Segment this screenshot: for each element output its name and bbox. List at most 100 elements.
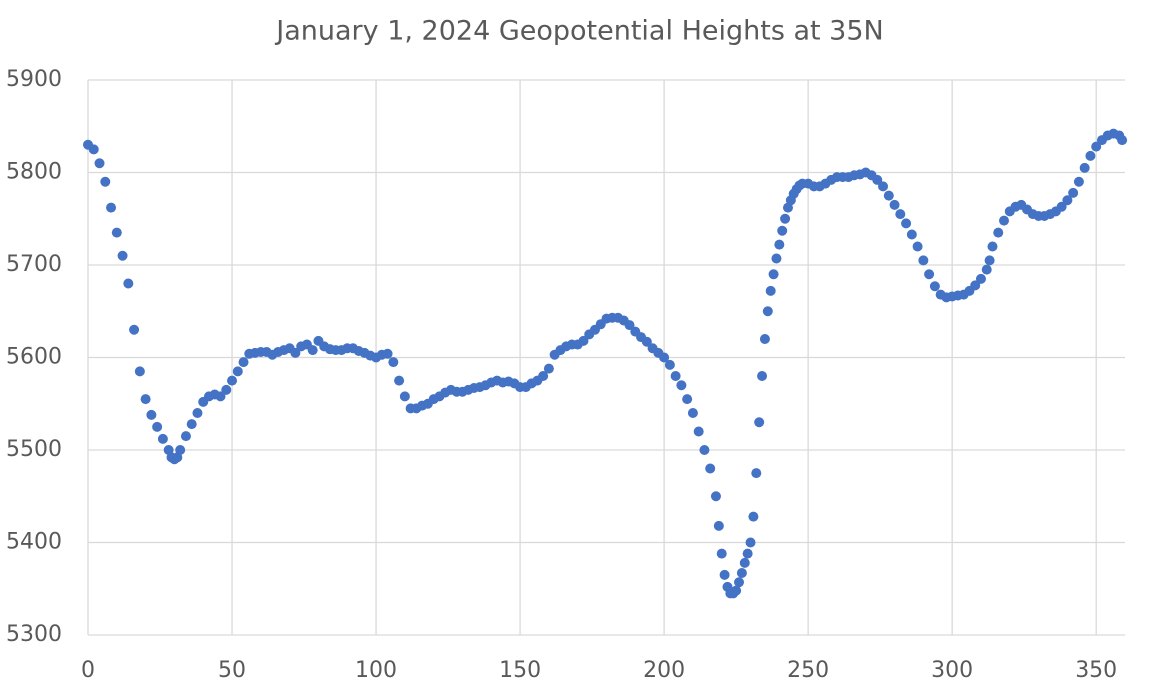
x-tick-label: 250 bbox=[787, 658, 829, 683]
data-point bbox=[929, 281, 940, 292]
data-point bbox=[754, 417, 765, 428]
data-point bbox=[771, 253, 782, 264]
data-point bbox=[106, 202, 117, 213]
data-point bbox=[716, 548, 727, 559]
data-point bbox=[290, 347, 301, 358]
data-point bbox=[676, 380, 687, 391]
x-tick-label: 50 bbox=[218, 658, 246, 683]
data-point bbox=[180, 431, 191, 442]
data-point bbox=[129, 324, 140, 335]
data-point bbox=[987, 241, 998, 252]
data-point bbox=[664, 359, 675, 370]
data-point bbox=[924, 269, 935, 280]
x-tick-label: 0 bbox=[81, 658, 95, 683]
data-point bbox=[157, 433, 168, 444]
data-point bbox=[878, 181, 889, 192]
data-point bbox=[757, 371, 768, 381]
data-point bbox=[901, 218, 912, 229]
data-point bbox=[984, 255, 995, 266]
data-point bbox=[699, 445, 710, 455]
data-point bbox=[399, 391, 410, 402]
data-point bbox=[1068, 187, 1079, 198]
data-point bbox=[970, 280, 981, 291]
data-point bbox=[774, 239, 785, 250]
data-point bbox=[751, 468, 762, 479]
data-point bbox=[670, 371, 681, 381]
data-point bbox=[1062, 195, 1073, 206]
data-point bbox=[780, 213, 791, 224]
data-point bbox=[742, 548, 753, 559]
data-point bbox=[693, 426, 704, 437]
data-point bbox=[186, 419, 197, 430]
data-point bbox=[232, 366, 243, 377]
data-point bbox=[687, 408, 698, 418]
data-point bbox=[889, 199, 900, 210]
y-tick-label: 5400 bbox=[6, 530, 62, 555]
chart-title: January 1, 2024 Geopotential Heights at … bbox=[274, 16, 884, 47]
data-point bbox=[1091, 141, 1102, 152]
data-point bbox=[307, 345, 318, 356]
data-point bbox=[713, 520, 724, 531]
data-point bbox=[975, 273, 986, 284]
data-point bbox=[710, 491, 721, 502]
data-point bbox=[981, 264, 992, 275]
data-point bbox=[748, 511, 759, 522]
data-point bbox=[759, 334, 770, 344]
data-point bbox=[1056, 201, 1067, 212]
data-point bbox=[912, 241, 923, 252]
data-point bbox=[215, 391, 226, 402]
data-point bbox=[999, 215, 1010, 226]
data-point bbox=[134, 366, 145, 377]
data-point bbox=[745, 537, 756, 548]
data-point bbox=[1079, 162, 1090, 173]
data-point bbox=[1117, 135, 1128, 146]
data-point bbox=[682, 394, 693, 405]
data-point bbox=[1085, 150, 1096, 161]
data-point bbox=[100, 176, 111, 187]
x-tick-label: 150 bbox=[499, 658, 541, 683]
data-point bbox=[388, 357, 399, 368]
data-point bbox=[192, 408, 203, 418]
data-point bbox=[123, 278, 134, 289]
data-point bbox=[719, 569, 730, 580]
data-point bbox=[94, 158, 105, 169]
x-tick-label: 100 bbox=[355, 658, 397, 683]
y-tick-label: 5500 bbox=[6, 437, 62, 462]
data-point bbox=[641, 336, 652, 347]
data-point bbox=[543, 363, 554, 374]
data-point bbox=[146, 409, 157, 420]
data-point bbox=[736, 568, 747, 579]
data-point bbox=[238, 357, 249, 368]
data-point bbox=[705, 463, 716, 474]
data-point bbox=[578, 335, 589, 346]
data-point bbox=[152, 421, 163, 432]
y-tick-label: 5800 bbox=[6, 160, 62, 185]
data-point bbox=[175, 445, 186, 455]
data-point bbox=[394, 375, 405, 386]
data-point bbox=[768, 269, 779, 280]
y-tick-label: 5600 bbox=[6, 345, 62, 370]
data-point bbox=[117, 250, 128, 261]
data-point bbox=[895, 209, 906, 220]
y-tick-label: 5700 bbox=[6, 252, 62, 277]
data-point bbox=[872, 174, 883, 185]
data-point bbox=[993, 227, 1004, 238]
x-tick-label: 200 bbox=[643, 658, 685, 683]
data-point bbox=[659, 352, 670, 363]
data-point bbox=[221, 384, 232, 395]
data-point bbox=[739, 557, 750, 568]
x-tick-label: 350 bbox=[1075, 658, 1117, 683]
data-point bbox=[111, 227, 122, 238]
data-point bbox=[227, 375, 238, 386]
data-point bbox=[382, 348, 393, 359]
data-point bbox=[1073, 176, 1084, 187]
data-point bbox=[918, 255, 929, 266]
data-point bbox=[734, 577, 745, 588]
data-point bbox=[762, 306, 773, 317]
y-tick-label: 5900 bbox=[6, 67, 62, 92]
data-point bbox=[140, 394, 151, 405]
data-point bbox=[777, 225, 788, 236]
data-point bbox=[883, 190, 894, 201]
data-point bbox=[765, 285, 776, 296]
